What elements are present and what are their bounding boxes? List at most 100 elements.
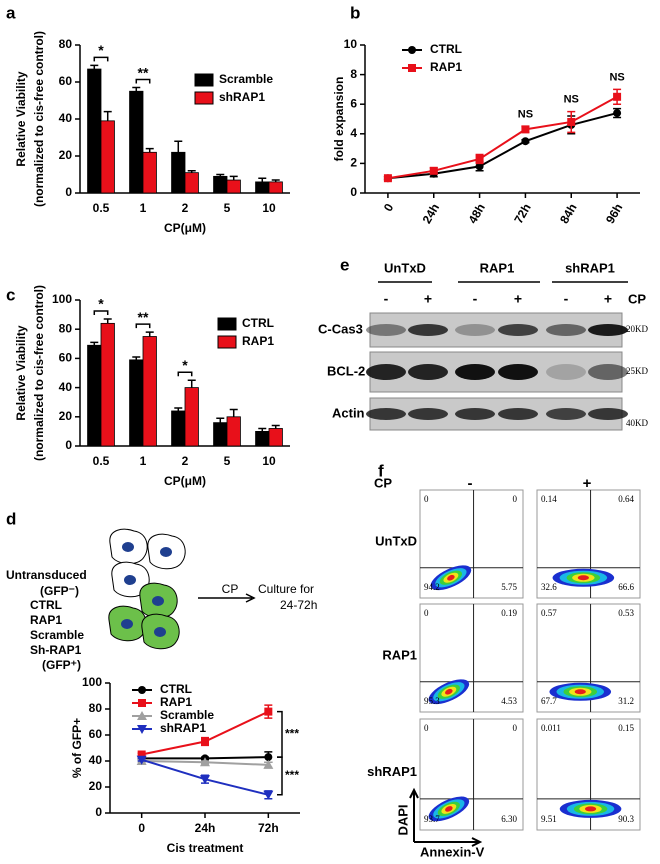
y-tick-label: 100 (82, 675, 102, 689)
error-bar (132, 356, 141, 360)
x-tick-label: 1 (140, 454, 147, 468)
blot-band (455, 324, 495, 336)
diagram-label: Untransduced (6, 568, 87, 582)
quadrant-value: 0.57 (541, 608, 557, 618)
bar (226, 179, 241, 194)
y-tick-label: 8 (350, 67, 357, 81)
quadrant-value: 0.011 (541, 723, 561, 733)
legend-label: shRAP1 (160, 721, 206, 735)
diagram-label: Scramble (30, 628, 84, 642)
significance-bracket (93, 310, 109, 315)
bar (87, 68, 102, 194)
y-tick-label: 60 (59, 74, 73, 88)
quadrant-value: 0.14 (541, 494, 557, 504)
quadrant-value: 67.7 (541, 696, 557, 706)
diagram-label: Sh-RAP1 (30, 643, 82, 657)
legend-label: CTRL (430, 42, 462, 56)
error-bar (271, 179, 280, 182)
legend-marker (408, 46, 416, 54)
legend-label: RAP1 (242, 334, 274, 348)
legend-swatch (194, 91, 214, 105)
diagram-label: (GFP⁺) (42, 658, 81, 672)
y-axis-label: Relative Viability (14, 325, 28, 420)
legend-label: shRAP1 (219, 90, 265, 104)
diagram-label: RAP1 (30, 613, 62, 627)
y-axis-label: (normalized to cis-free control) (32, 285, 46, 461)
x-tick-label: 0.5 (93, 454, 110, 468)
error-bar (90, 64, 99, 70)
error-bar (174, 407, 183, 411)
bar (171, 410, 186, 447)
axis-label: Annexin-V (420, 844, 485, 859)
y-tick-label: 60 (89, 727, 103, 741)
group-label: RAP1 (480, 260, 515, 275)
group-label: shRAP1 (565, 260, 615, 275)
bar (213, 175, 228, 194)
y-tick-label: 20 (59, 148, 73, 162)
blot-band (455, 364, 495, 380)
legend-label: Scramble (160, 708, 214, 722)
row-label: UnTxD (375, 533, 417, 548)
nucleus (154, 627, 166, 637)
protein-label: C-Cas3 (318, 321, 363, 336)
bar (255, 430, 270, 447)
error-bar (258, 427, 267, 432)
error-bar (145, 147, 154, 153)
panel-label: b (350, 3, 360, 22)
row-label: shRAP1 (367, 764, 417, 779)
legend-marker (138, 699, 146, 707)
axis-label: DAPI (395, 804, 410, 835)
quadrant-value: 95.3 (424, 696, 440, 706)
treatment-label: CP (374, 475, 392, 490)
marker (429, 166, 438, 175)
diagram-label: 24-72h (280, 598, 317, 612)
diagram-label: Culture for (258, 582, 314, 596)
y-tick-label: 10 (344, 37, 358, 51)
nucleus (160, 547, 172, 557)
bar (184, 387, 199, 447)
significance-bracket (177, 371, 193, 377)
nucleus (121, 619, 133, 629)
bar (142, 151, 157, 194)
quadrant-value: 0 (424, 494, 429, 504)
legend-marker (137, 711, 147, 720)
flow-density (445, 688, 453, 695)
blot-band (366, 364, 406, 380)
y-tick-label: 20 (89, 779, 103, 793)
flow-density (584, 806, 597, 812)
bar (184, 172, 199, 194)
error-bar (216, 173, 225, 177)
protein-label: Actin (332, 405, 365, 420)
bar (213, 422, 228, 447)
error-bar (103, 110, 112, 121)
significance: NS (564, 94, 579, 106)
significance: ** (138, 309, 149, 325)
quadrant-value: 90.3 (618, 814, 634, 824)
blot-band (546, 364, 586, 380)
legend-swatch (217, 317, 237, 331)
bar (87, 344, 102, 447)
quadrant-value: 0 (513, 723, 518, 733)
significance: *** (285, 727, 299, 741)
x-tick-label: 10 (262, 454, 276, 468)
x-axis-label: CP(μM) (164, 474, 206, 488)
legend-marker (408, 64, 416, 72)
blot-band (498, 364, 538, 380)
line (387, 95, 618, 180)
blot-band (366, 324, 406, 336)
y-tick-label: 0 (350, 185, 357, 199)
bar (100, 322, 115, 447)
marker (137, 750, 146, 759)
row-label: RAP1 (382, 647, 417, 662)
blot-band (408, 324, 448, 336)
marker (136, 755, 147, 765)
size-label: 40KD (626, 418, 648, 428)
nucleus (124, 575, 136, 585)
x-tick-label: 0 (138, 821, 145, 835)
marker (521, 137, 530, 146)
x-tick-label: 24h (195, 821, 216, 835)
bar (268, 181, 283, 194)
x-tick-label: 96h (603, 201, 625, 226)
x-tick-label: 0.5 (93, 201, 110, 215)
